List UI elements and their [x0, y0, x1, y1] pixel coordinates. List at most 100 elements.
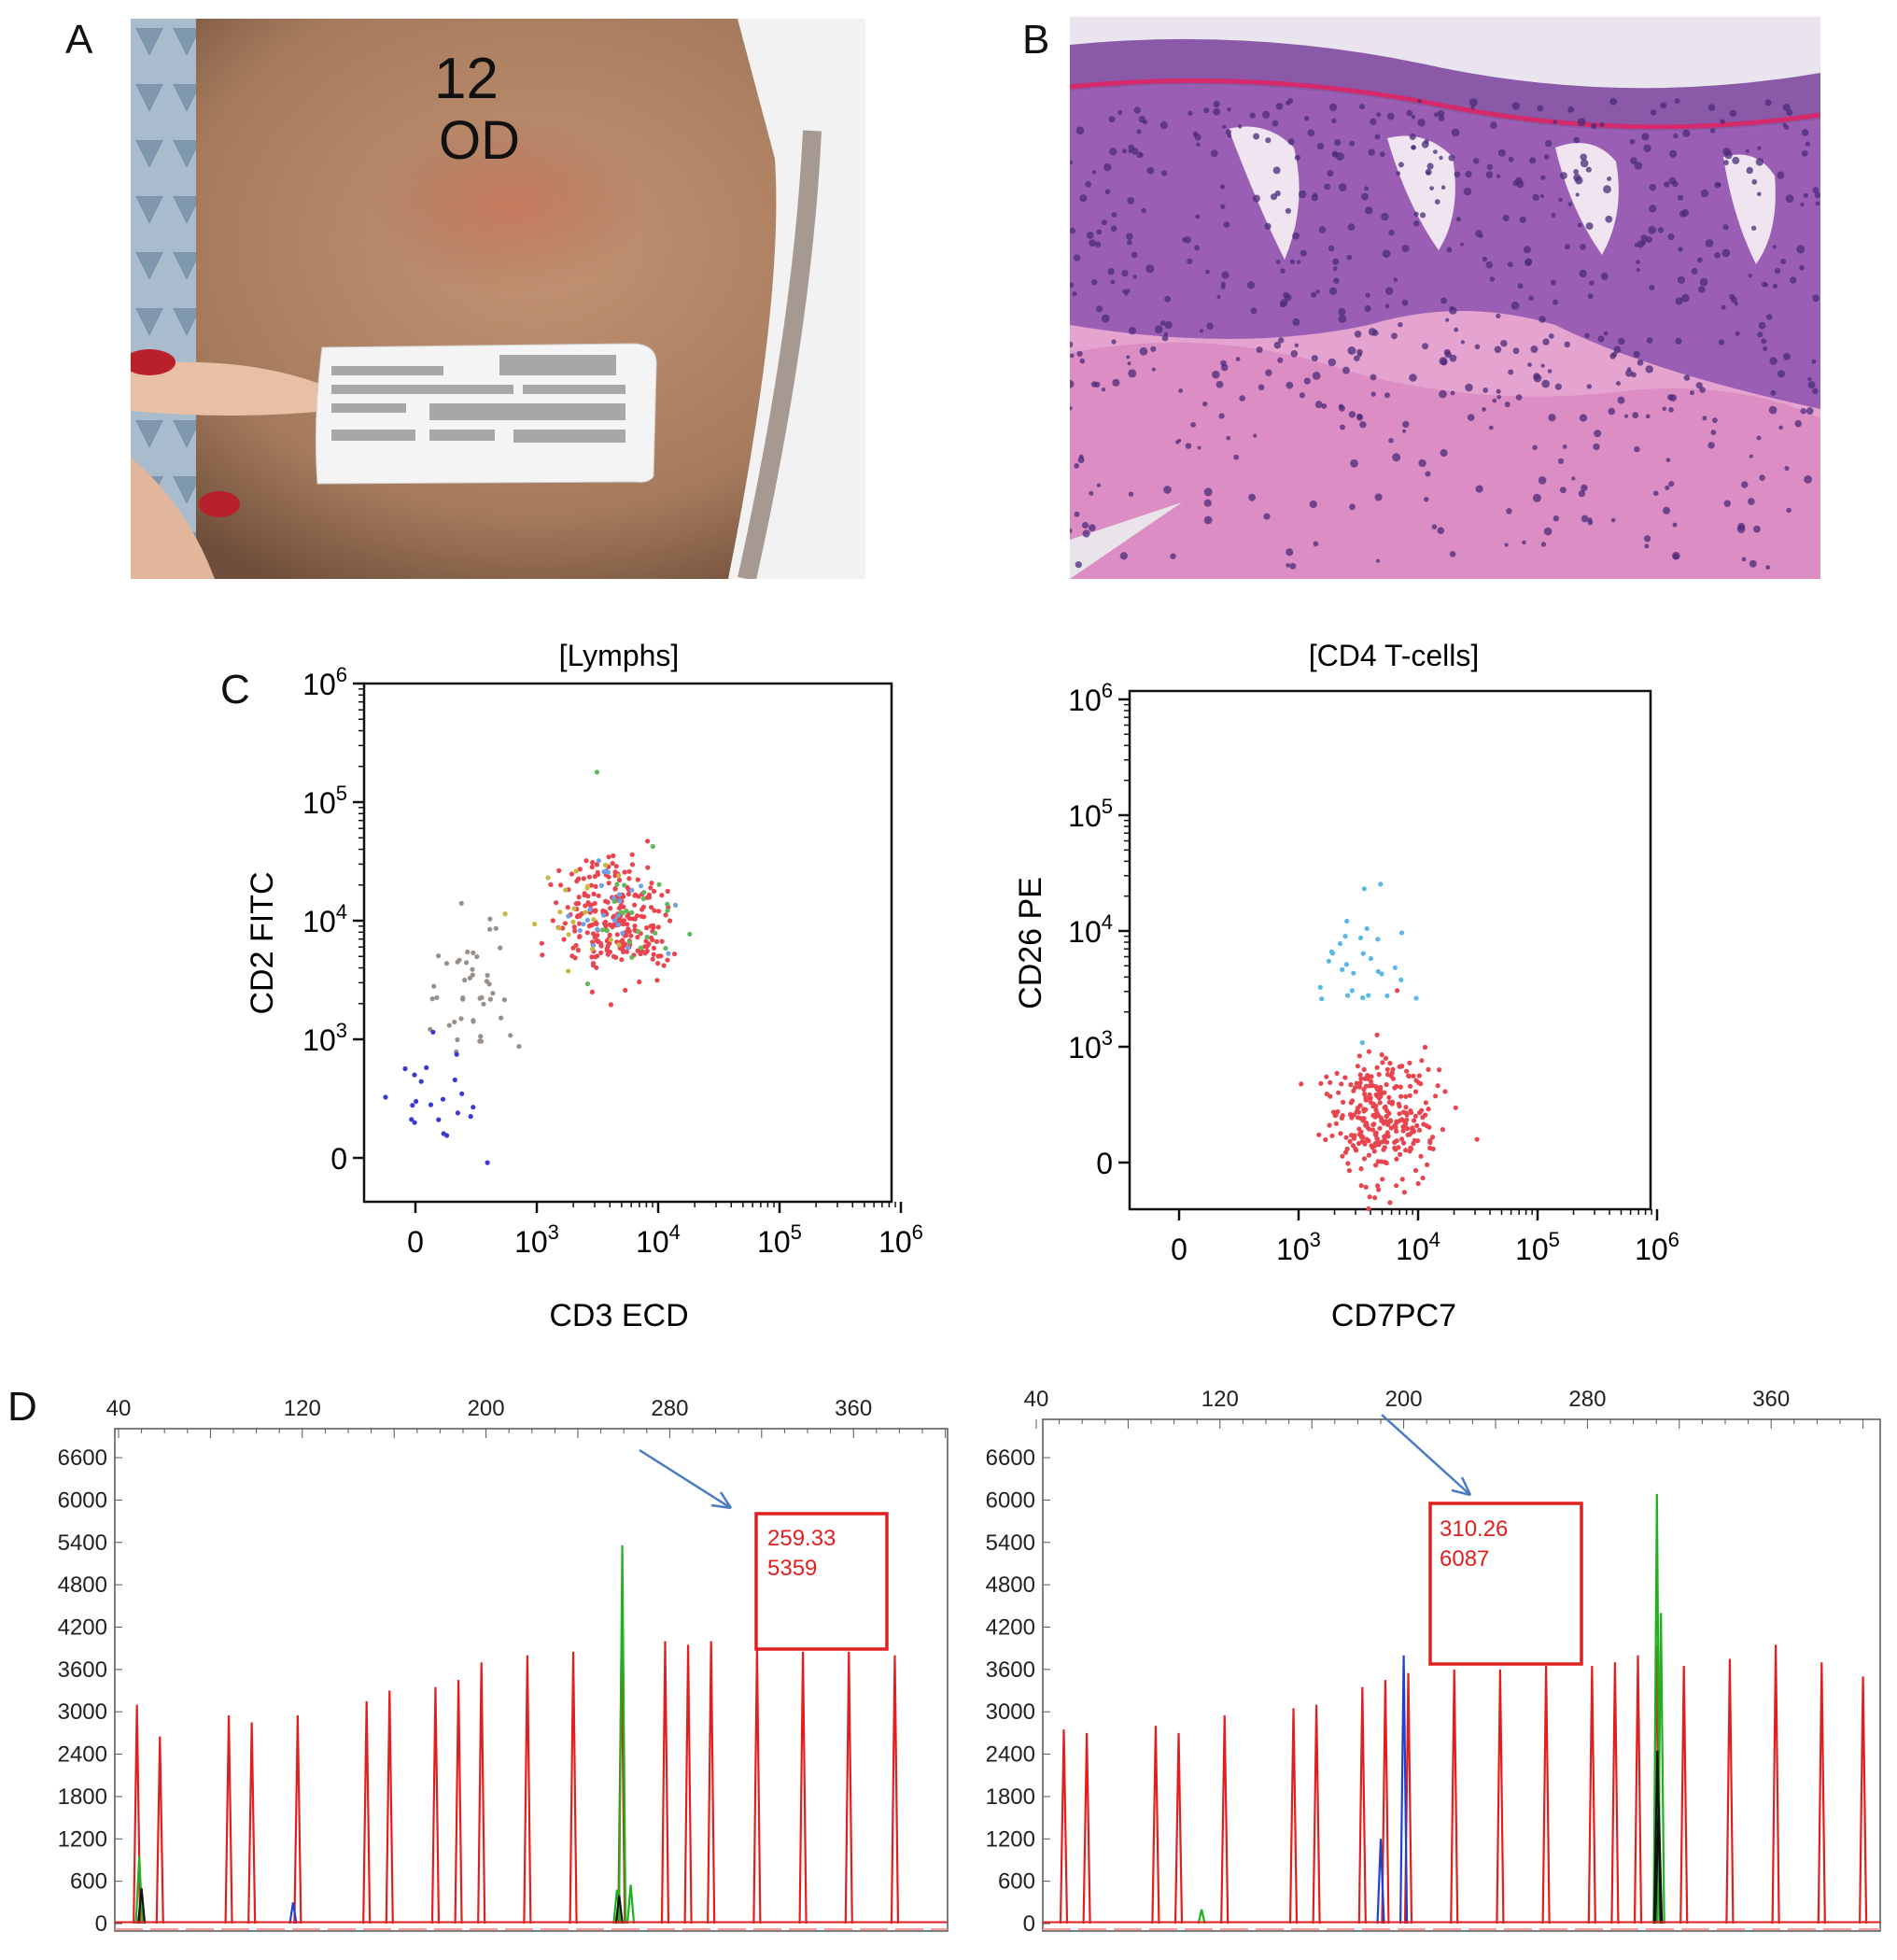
- flow-event-dot: [1342, 1075, 1348, 1080]
- trace-peak: [1859, 1676, 1868, 1925]
- flow-event-dot: [604, 928, 610, 934]
- trace-peak: [1541, 1666, 1551, 1925]
- flow-event-dot: [589, 989, 595, 994]
- flow-event-dot: [1410, 1126, 1415, 1132]
- flow-event-dot: [1340, 1153, 1345, 1159]
- flow-event-dot: [1339, 1115, 1344, 1121]
- flow-event-dot: [1377, 1100, 1383, 1106]
- flow-event-dot: [629, 887, 635, 893]
- y-tick-label: 1800: [986, 1784, 1035, 1810]
- flow-event-dot: [1404, 1112, 1410, 1118]
- trace-peak: [1725, 1658, 1735, 1925]
- flow-event-dot: [632, 902, 638, 908]
- flow-event-dot: [594, 769, 600, 775]
- y-tick-label: 1200: [986, 1826, 1035, 1852]
- flow-event-dot: [1347, 1111, 1354, 1118]
- flow-event-dot: [641, 914, 647, 920]
- flow-event-dot: [655, 924, 661, 930]
- flow-event-dot: [607, 932, 612, 938]
- flow-event-dot: [577, 927, 583, 934]
- flow-event-dot: [1358, 1076, 1364, 1081]
- x-tick-label: 103: [1276, 1228, 1321, 1266]
- flow-event-dot: [1329, 1133, 1335, 1138]
- flow-event-dot: [1400, 1128, 1406, 1134]
- flow-event-dot: [639, 945, 644, 951]
- flow-event-dot: [1413, 995, 1419, 1001]
- y-tick-label: 4200: [58, 1615, 107, 1640]
- flow-event-dot: [550, 918, 555, 924]
- flow-event-dot: [485, 1160, 490, 1165]
- flow-event-dot: [1351, 1112, 1356, 1118]
- flow-cytometry-left: [Lymphs] CD2 FITC CD3 ECD 0 103 104 105 106 0…: [245, 639, 923, 1333]
- flow-event-dot: [1360, 951, 1366, 956]
- x-tick-label: 280: [651, 1396, 688, 1421]
- trace-peak: [625, 1884, 636, 1925]
- trace-peak: [247, 1722, 257, 1925]
- flow-event-dot: [649, 905, 654, 910]
- flow-event-dot: [597, 940, 603, 946]
- x-tick-label: 0: [407, 1225, 424, 1259]
- flow-event-dot: [1376, 1187, 1382, 1192]
- flow-event-dot: [639, 883, 644, 889]
- flow-event-dot: [1407, 1132, 1412, 1137]
- flow-event-dot: [583, 858, 589, 864]
- panel-label-a: A: [65, 17, 93, 63]
- flow-event-dot: [1377, 1125, 1383, 1131]
- flow-event-dot: [1359, 1040, 1365, 1046]
- flow-event-dot: [583, 909, 588, 915]
- flow-event-dot: [1378, 881, 1384, 887]
- flow-event-dot: [556, 867, 562, 873]
- flow-event-dot: [616, 877, 623, 883]
- flow-event-dot: [614, 881, 620, 887]
- flow-event-dot: [1380, 1060, 1385, 1065]
- flow-event-dot: [471, 950, 476, 955]
- flow-event-dot: [635, 935, 640, 940]
- flow-event-dot: [1387, 1061, 1393, 1066]
- flow-event-dot: [620, 910, 625, 916]
- flow-event-dot: [1348, 1082, 1354, 1088]
- flow-event-dot: [1392, 1139, 1398, 1145]
- flow-event-dot: [1370, 1101, 1376, 1107]
- flow-event-dot: [1349, 988, 1355, 994]
- flow-event-dot: [625, 891, 631, 897]
- flow-event-dot: [627, 916, 633, 922]
- y-tick-label: 104: [302, 900, 347, 938]
- flow-event-dot: [1422, 1044, 1428, 1051]
- flow-event-dot: [594, 862, 599, 867]
- y-tick-label: 4200: [986, 1615, 1035, 1640]
- flow-event-dot: [1398, 930, 1405, 936]
- flow-event-dot: [481, 1001, 486, 1007]
- flow-event-dot: [409, 1117, 415, 1122]
- flow-right-title: [CD4 T-cells]: [1309, 639, 1480, 672]
- x-tick-label: 40: [1024, 1387, 1049, 1412]
- trace-peak: [890, 1655, 900, 1925]
- x-tick-label: 120: [1201, 1387, 1239, 1412]
- flow-event-dot: [1361, 1107, 1367, 1112]
- flow-left-ylabel: CD2 FITC: [245, 872, 280, 1015]
- flow-event-dot: [1420, 1175, 1426, 1181]
- flow-event-dot: [501, 997, 507, 1003]
- y-tick-label: 3600: [986, 1657, 1035, 1683]
- trace-peak: [1587, 1666, 1596, 1925]
- flow-event-dot: [583, 903, 588, 909]
- x-tick-label: 40: [106, 1396, 132, 1421]
- flow-event-dot: [658, 953, 664, 959]
- flow-event-dot: [1398, 977, 1404, 982]
- flow-event-dot: [1369, 1143, 1374, 1149]
- flow-event-dot: [455, 1110, 460, 1116]
- x-tick-label: 106: [1635, 1228, 1679, 1266]
- flow-event-dot: [455, 959, 460, 965]
- flow-event-dot: [1365, 1073, 1370, 1079]
- flow-event-dot: [428, 1102, 434, 1107]
- flow-event-dot: [584, 981, 591, 987]
- panel-label-b: B: [1022, 17, 1050, 63]
- flow-event-dot: [584, 917, 590, 923]
- skin-lesion: [369, 117, 649, 294]
- flow-event-dot: [617, 898, 623, 904]
- flow-event-dot: [436, 1117, 442, 1122]
- flow-event-dot: [1384, 1066, 1390, 1072]
- flow-event-dot: [1324, 1074, 1329, 1079]
- flow-event-dot: [499, 1015, 504, 1021]
- flow-event-dot: [620, 930, 625, 936]
- x-tick-label: 105: [757, 1220, 802, 1259]
